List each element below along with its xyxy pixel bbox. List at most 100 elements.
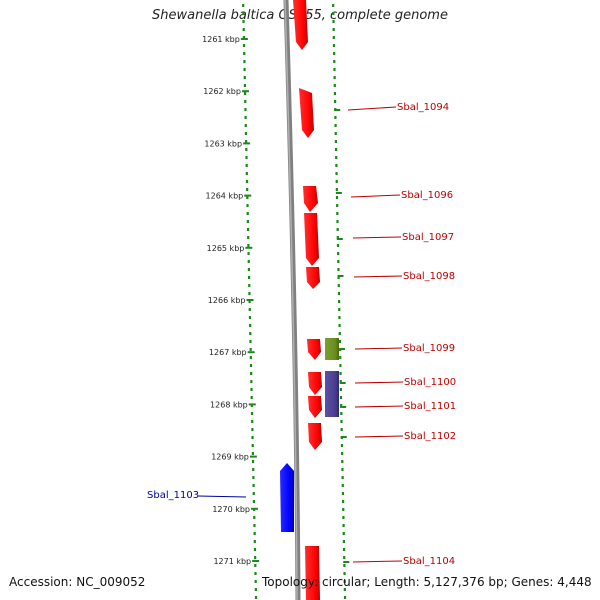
kbp-tick <box>248 403 256 406</box>
gene-label-sbal-1096[interactable]: Sbal_1096 <box>401 190 453 201</box>
track-dot-left <box>247 252 250 255</box>
gene-arrow-sbal-1104[interactable] <box>305 546 320 600</box>
track-dot-left <box>250 372 253 375</box>
track-dot-left <box>250 380 253 383</box>
track-dot-right <box>335 164 338 167</box>
track-dot-right <box>336 236 339 239</box>
gene-arrow-sbal-1099[interactable] <box>307 339 321 360</box>
leader-sbal-1101 <box>354 405 404 408</box>
track-dot-right <box>338 316 341 319</box>
track-dot-left <box>253 516 256 519</box>
track-dot-left <box>245 156 248 159</box>
gene-arrow-sbal-1100[interactable] <box>308 372 322 395</box>
track-dot-left <box>254 580 257 583</box>
track-dot-left <box>245 172 248 175</box>
track-dot-right <box>337 292 341 295</box>
track-dot-left <box>242 20 245 23</box>
track-dot-right <box>335 156 338 159</box>
kbp-ruler: 1261 kbp 1262 kbp 1263 kbp 1264 kbp 1265 kbp… <box>202 35 260 566</box>
gene-label-sbal-1102[interactable]: Sbal_1102 <box>404 431 456 442</box>
track-dot-left <box>244 108 247 111</box>
kbp-tick <box>241 90 249 93</box>
track-dot-left <box>253 532 256 535</box>
track-dot-left <box>243 68 246 71</box>
track-dot-right <box>343 580 346 583</box>
gene-arrow-sbal-1098[interactable] <box>306 267 320 289</box>
track-dot-left <box>252 484 255 487</box>
track-dot-right <box>339 380 342 383</box>
track-dot-left <box>248 292 251 295</box>
track-dot-right <box>343 588 346 591</box>
gene-label-sbal-1097[interactable]: Sbal_1097 <box>402 232 454 243</box>
track-dot-right <box>336 244 340 247</box>
track-dot-left <box>246 228 250 231</box>
track-dot-left <box>242 36 245 39</box>
track-dot-right <box>335 188 338 191</box>
feature-green-sbal-1099[interactable] <box>325 338 339 360</box>
feature-purple-sbal-1100-1101[interactable] <box>325 371 339 417</box>
track-dot-left <box>243 76 246 79</box>
kbp-label: 1262 kbp <box>203 87 241 96</box>
track-tick-right <box>343 561 350 563</box>
gene-arrow-sbal-1096[interactable] <box>303 186 318 212</box>
track-dot-left <box>243 84 247 87</box>
gene-arrow-sbal-1102[interactable] <box>308 423 322 450</box>
track-dot-left <box>251 428 254 431</box>
kbp-tick <box>245 246 253 249</box>
track-dot-right <box>342 548 346 551</box>
gene-label-sbal-1099[interactable]: Sbal_1099 <box>403 343 455 354</box>
gene-label-sbal-1100[interactable]: Sbal_1100 <box>404 377 456 388</box>
track-dot-left <box>245 140 248 143</box>
gene-arrow-sbal-1103[interactable] <box>280 463 294 532</box>
track-dot-right <box>337 260 340 263</box>
gene-label-sbal-1103[interactable]: Sbal_1103 <box>147 490 199 501</box>
track-dot-left <box>243 52 246 55</box>
kbp-tick <box>251 507 259 510</box>
gene-arrow-sbal-1101[interactable] <box>308 396 322 418</box>
track-dot-right <box>333 84 336 87</box>
leader-sbal-1097 <box>352 236 402 239</box>
kbp-label: 1269 kbp <box>211 453 249 462</box>
track-dot-right <box>339 388 342 391</box>
gene-arrow-top[interactable] <box>293 0 308 50</box>
track-dot-right <box>332 44 336 47</box>
track-dot-left <box>251 436 254 439</box>
track-dot-left <box>254 588 257 591</box>
gene-label-sbal-1104[interactable]: Sbal_1104 <box>403 556 455 567</box>
track-tick-right <box>339 382 346 384</box>
track-dot-left <box>245 180 249 183</box>
track-dot-left <box>250 412 254 415</box>
track-dot-right <box>333 60 336 63</box>
gene-arrow-sbal-1094[interactable] <box>299 88 314 138</box>
track-dot-left <box>251 420 254 423</box>
track-dot-left <box>250 388 253 391</box>
genome-backbone-highlight <box>284 0 298 600</box>
track-dot-right <box>341 476 344 479</box>
track-dot-left <box>249 348 252 351</box>
track-dot-right <box>335 196 339 199</box>
gene-label-sbal-1101[interactable]: Sbal_1101 <box>404 401 456 412</box>
track-dot-left <box>248 300 251 303</box>
kbp-label: 1264 kbp <box>206 192 244 201</box>
track-dot-right <box>339 364 342 367</box>
kbp-tick <box>240 38 248 40</box>
track-dot-right <box>342 540 345 543</box>
track-dot-right <box>341 460 344 463</box>
track-dot-left <box>253 524 256 527</box>
track-dot-right <box>334 124 337 127</box>
gene-label-sbal-1094[interactable]: Sbal_1094 <box>397 102 449 113</box>
gene-label-sbal-1098[interactable]: Sbal_1098 <box>403 271 455 282</box>
track-dot-right <box>338 308 341 311</box>
track-dot-left <box>252 500 256 503</box>
track-dot-left <box>252 468 255 471</box>
track-dot-left <box>254 572 257 575</box>
track-dot-left <box>247 268 251 271</box>
track-dot-left <box>253 540 256 543</box>
track-dot-right <box>332 36 335 39</box>
track-dot-left <box>242 44 246 47</box>
track-dot-left <box>246 212 249 215</box>
gene-arrow-sbal-1097[interactable] <box>304 213 319 266</box>
track-tick-right <box>338 348 345 350</box>
kbp-label: 1263 kbp <box>204 139 242 148</box>
track-dot-left <box>250 396 253 399</box>
